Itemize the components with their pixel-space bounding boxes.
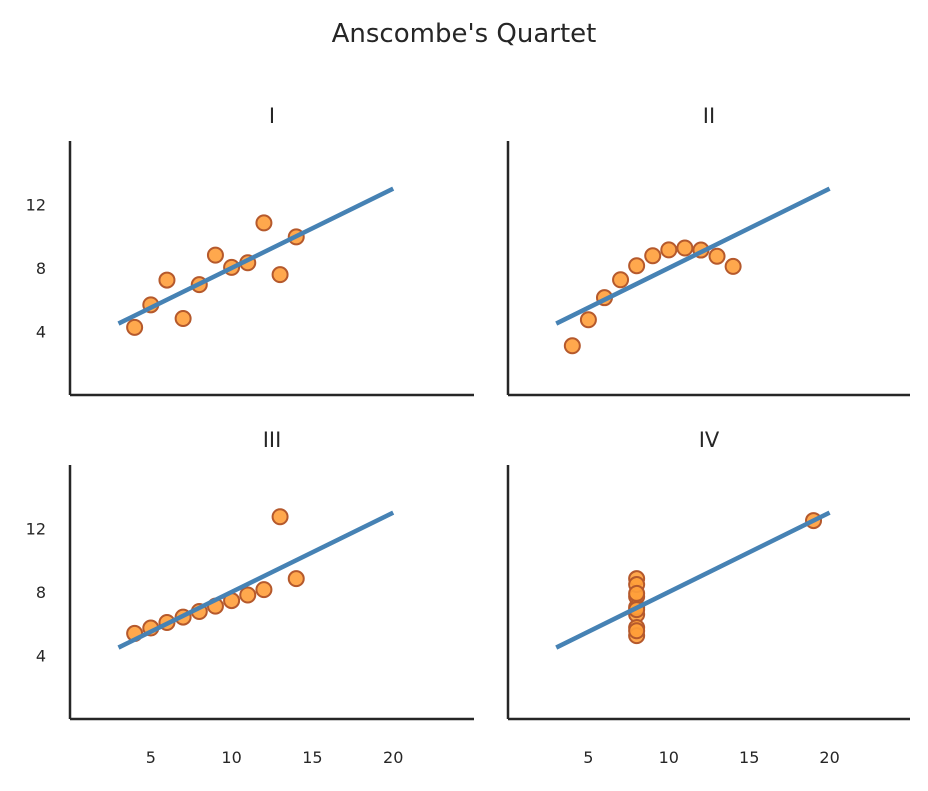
data-point [271,266,289,284]
panel-2: II [506,104,910,397]
panel-title: III [263,428,282,452]
x-tick-label: 20 [819,748,839,767]
data-point [563,337,581,355]
data-point [239,586,257,604]
data-point [287,570,305,588]
data-point [708,247,726,265]
data-point [126,318,144,336]
y-tick-label: 12 [26,196,46,215]
data-point [660,241,678,259]
data-point [579,311,597,329]
regression-line [555,186,831,326]
y-tick-label: 4 [36,323,46,342]
data-point [206,246,224,264]
data-point [724,257,742,275]
data-point [644,247,662,265]
data-point [174,309,192,327]
x-tick-label: 10 [659,748,679,767]
y-tick-label: 8 [36,259,46,278]
panel-title: II [703,104,715,128]
x-tick-label: 10 [221,748,241,767]
chart-title: Anscombe's Quartet [332,19,597,49]
panel-title: I [269,104,275,128]
x-tick-label: 5 [583,748,593,767]
data-point [271,508,289,526]
y-tick-label: 12 [26,520,46,539]
data-point [158,271,176,289]
data-point [628,257,646,275]
y-tick-label: 4 [36,647,46,666]
data-point [628,622,646,640]
data-point [676,239,694,257]
x-tick-label: 20 [383,748,403,767]
x-tick-label: 5 [146,748,156,767]
data-point [255,214,273,232]
data-point [612,271,630,289]
y-tick-label: 8 [36,583,46,602]
panel-title: IV [699,428,720,452]
data-point [628,584,646,602]
regression-line [117,510,395,650]
panel-1: I 4 8 12 [26,104,474,397]
x-tick-label: 15 [302,748,322,767]
data-point [255,581,273,599]
regression-line [555,510,831,650]
x-tick-label: 15 [739,748,759,767]
regression-line [117,186,395,326]
panel-4: IV 5 10 15 20 [506,428,910,767]
panel-3: III 4 8 12 5 10 15 20 [26,428,474,767]
